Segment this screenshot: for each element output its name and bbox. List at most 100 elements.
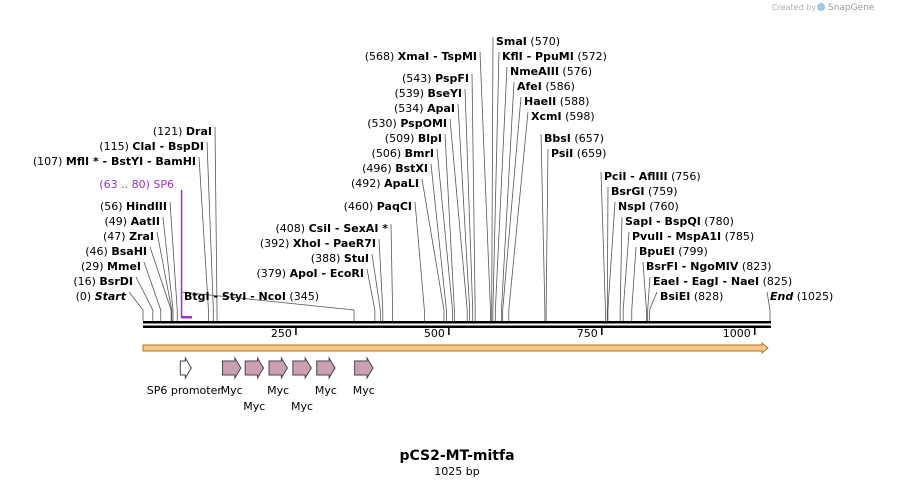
orf-arrow-shape[interactable] (142, 341, 769, 355)
site-label-pspomi[interactable]: (530) PspOMI (367, 117, 447, 130)
site-label-xmai[interactable]: (568) XmaI - TspMI (365, 50, 477, 63)
site-part: EagI (692, 275, 719, 288)
site-label-sapi[interactable]: SapI - BspQI (780) (625, 215, 734, 228)
myc-tag-label: Myc (221, 384, 243, 397)
site-label-bsahi[interactable]: (46) BsaHI (85, 245, 147, 258)
site-label-btgi[interactable]: BtgI - StyI - NcoI (345) (184, 290, 319, 303)
site-leader-clai (206, 141, 214, 321)
site-part: ApaLI (384, 177, 419, 190)
site-label-drai[interactable]: (121) DraI (153, 125, 212, 138)
site-leader-aatii (162, 216, 174, 321)
site-part: ZraI (129, 230, 154, 243)
myc-tag-arrow[interactable] (244, 356, 265, 380)
site-part: (388) (311, 252, 341, 265)
site-part: (576) (562, 65, 592, 78)
primer-range: (63 .. 80) (99, 178, 150, 191)
site-leader-eaei (647, 276, 651, 321)
myc-tag-arrow[interactable] (316, 356, 336, 380)
site-label-nmeaiii[interactable]: NmeAIII (576) (510, 65, 592, 78)
site-part: (572) (577, 50, 607, 63)
site-part: (49) (105, 215, 128, 228)
myc-tag-arrow[interactable] (222, 356, 242, 380)
site-label-apoi[interactable]: (379) ApoI - EcoRI (256, 267, 364, 280)
site-sep: - (678, 260, 690, 273)
orf-arrow[interactable] (142, 341, 769, 355)
site-sep: - (626, 170, 638, 183)
site-part: BstXI (395, 162, 428, 175)
site-part: StyI (222, 290, 246, 303)
site-label-mfli[interactable]: (107) MflI * - BstYI - BamHI (33, 155, 196, 168)
site-label-haeii[interactable]: HaeII (588) (524, 95, 589, 108)
myc-tag-arrow[interactable] (268, 356, 288, 380)
myc-tag-label: Myc (315, 384, 337, 397)
site-label-psii[interactable]: PsiI (659) (551, 147, 606, 160)
site-label-pvuii[interactable]: PvuII - MspA1I (785) (632, 230, 754, 243)
site-leader-hindiii (169, 201, 178, 321)
site-part: (121) (153, 125, 183, 138)
myc-tag-arrow[interactable] (354, 356, 374, 380)
site-leader-smai (491, 36, 494, 321)
site-leader-bstxi (430, 163, 447, 321)
promoter-arrow[interactable] (179, 356, 192, 380)
site-sep: - (210, 290, 222, 303)
site-part: (657) (574, 132, 604, 145)
myc-tag-arrow[interactable] (292, 356, 312, 380)
site-label-bstxi[interactable]: (496) BstXI (362, 162, 428, 175)
site-label-bmri[interactable]: (506) BmrI (372, 147, 434, 160)
site-label-csii[interactable]: (408) CsiI - SexAI * (276, 222, 389, 235)
site-part: TspMI (441, 50, 477, 63)
site-label-bsrdi[interactable]: (16) BsrDI (73, 275, 133, 288)
site-label-bsrfi[interactable]: BsrFI - NgoMIV (823) (646, 260, 772, 273)
site-part: (107) (33, 155, 63, 168)
site-leader-apali (421, 178, 445, 321)
site-label-eaei[interactable]: EaeI - EagI - NaeI (825) (653, 275, 792, 288)
site-leader-zrai (156, 231, 173, 321)
site-sep: - (680, 275, 692, 288)
site-label-apali[interactable]: (492) ApaLI (351, 177, 419, 190)
site-part: (756) (671, 170, 701, 183)
site-label-xhoi[interactable]: (392) XhoI - PaeR7I (260, 237, 376, 250)
site-label-bsiei[interactable]: BsiEI (828) (660, 290, 723, 303)
site-leader-nmeaiii (494, 66, 508, 321)
site-part: (492) (351, 177, 381, 190)
site-label-stui[interactable]: (388) StuI (311, 252, 369, 265)
site-label-hindiii[interactable]: (56) HindIII (100, 200, 167, 213)
primer-label[interactable]: (63 .. 80) SP6 (99, 178, 174, 191)
site-label-nspi[interactable]: NspI (760) (618, 200, 679, 213)
site-leader-bsrdi (135, 276, 154, 321)
site-label-afei[interactable]: AfeI (586) (517, 80, 575, 93)
primer-bar[interactable] (181, 316, 192, 319)
site-label-bbsi[interactable]: BbsI (657) (544, 132, 604, 145)
site-part: (16) (73, 275, 96, 288)
site-label-smai[interactable]: SmaI (570) (496, 35, 560, 48)
site-leader-xhoi (378, 238, 384, 321)
site-label-bseyi[interactable]: (539) BseYI (394, 87, 462, 100)
site-label-kfli[interactable]: KflI - PpuMI (572) (502, 50, 607, 63)
site-sep: - (652, 215, 664, 228)
myc-tag-label: Myc (267, 384, 289, 397)
site-label-paqci[interactable]: (460) PaqCI (344, 200, 412, 213)
tick-label: 250 (271, 327, 292, 340)
site-leader-bsahi (149, 246, 172, 321)
myc-tag-label: Myc (353, 384, 375, 397)
site-part: BamHI (155, 155, 196, 168)
site-leader-blpi (444, 133, 455, 321)
tick-label: 750 (577, 327, 598, 340)
site-label-mmei[interactable]: (29) MmeI (81, 260, 141, 273)
site-part: PvuII (632, 230, 663, 243)
site-label-xcmi[interactable]: XcmI (598) (531, 110, 595, 123)
site-label-zrai[interactable]: (47) ZraI (103, 230, 154, 243)
site-label-blpi[interactable]: (509) BlpI (385, 132, 442, 145)
site-label-clai[interactable]: (115) ClaI - BspDI (99, 140, 204, 153)
site-label-aatii[interactable]: (49) AatII (105, 215, 160, 228)
site-label-apai[interactable]: (534) ApaI (394, 102, 455, 115)
site-label-end[interactable]: End (1025) (770, 290, 833, 303)
site-label-pcii[interactable]: PciI - AflIII (756) (604, 170, 701, 183)
site-label-pspfi[interactable]: (543) PspFI (402, 72, 469, 85)
site-part: CsiI (309, 222, 331, 235)
site-label-start[interactable]: (0) Start (76, 290, 127, 303)
site-label-bpuei[interactable]: BpuEI (799) (639, 245, 708, 258)
site-leader-apai (457, 103, 471, 321)
site-part: (534) (394, 102, 424, 115)
site-label-bsrgi[interactable]: BsrGI (759) (611, 185, 678, 198)
